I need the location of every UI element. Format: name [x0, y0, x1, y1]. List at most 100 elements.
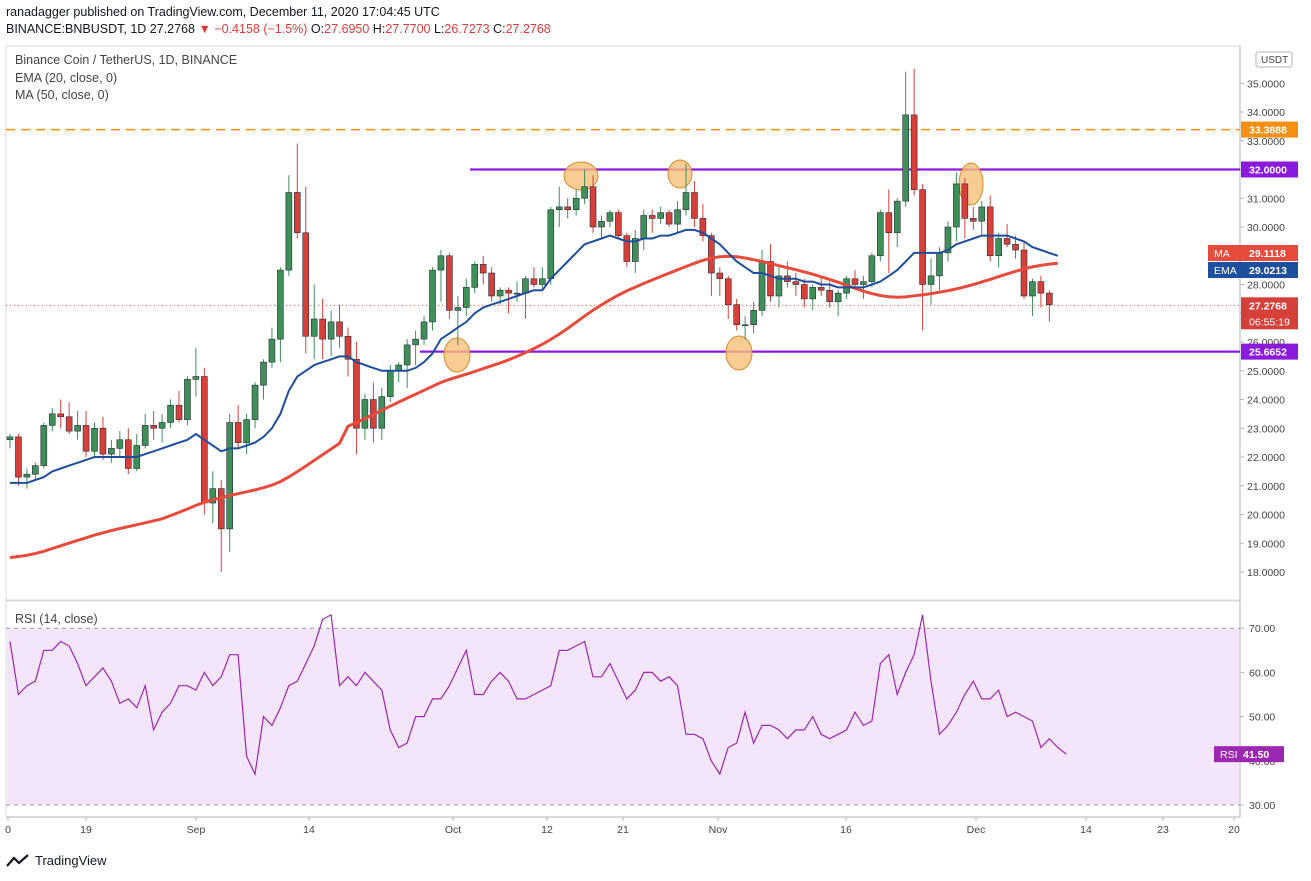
high-label: H:	[372, 22, 386, 36]
candle-body	[302, 232, 310, 337]
candle-body	[800, 284, 808, 300]
candle-body	[555, 206, 563, 211]
candle-body	[108, 448, 115, 455]
candle-body	[1037, 281, 1045, 294]
rsi-line	[9, 613, 1067, 777]
candle	[826, 281, 833, 308]
candle-body	[344, 335, 352, 360]
level-price-label: 32.0000	[1249, 165, 1287, 177]
candle	[1029, 278, 1036, 317]
price-tick-label: 25.0000	[1247, 366, 1285, 378]
candle-body	[48, 413, 56, 426]
candle-body	[479, 264, 487, 274]
candle-body	[936, 252, 943, 277]
candle-body	[251, 384, 259, 420]
candle-body	[57, 413, 65, 418]
candle	[378, 388, 386, 440]
candle	[462, 278, 470, 317]
date-tick-label: Oct	[445, 824, 461, 836]
candle	[674, 201, 681, 233]
candle	[336, 304, 343, 348]
candle-body	[141, 425, 149, 446]
candle-body	[40, 425, 48, 466]
rsi-value-tag	[1214, 746, 1284, 763]
candle	[260, 359, 267, 400]
candle	[589, 175, 597, 233]
candle-body	[505, 289, 512, 294]
ema-legend[interactable]: EMA (20, close, 0)	[15, 71, 118, 85]
candle	[682, 163, 690, 216]
candle	[978, 201, 986, 236]
candle	[809, 284, 817, 311]
candle-body	[530, 278, 538, 285]
candle	[648, 209, 656, 233]
candle-body	[150, 425, 157, 429]
candle	[606, 209, 614, 227]
candle	[293, 143, 301, 239]
open-value: 27.6950	[324, 22, 370, 36]
candle	[99, 416, 107, 460]
candle	[209, 471, 217, 524]
candle-body	[877, 212, 884, 257]
candle	[23, 468, 31, 489]
touch-marker	[443, 337, 471, 373]
bar-countdown: 06:55:19	[1249, 316, 1290, 328]
candle-body	[623, 235, 631, 262]
candle	[640, 209, 648, 250]
candle	[403, 339, 411, 388]
candle-body	[226, 422, 233, 530]
candle-body	[243, 419, 250, 443]
indicator-tag-value: 29.1118	[1249, 248, 1286, 260]
candle-body	[65, 416, 73, 432]
low-value: 26.7273	[444, 22, 490, 36]
candle	[995, 232, 1002, 268]
candle	[598, 215, 605, 239]
candle	[539, 267, 546, 291]
candle-body	[217, 488, 225, 530]
level-price-label: 33.3888	[1249, 125, 1287, 137]
candle-body	[522, 278, 529, 294]
candle	[564, 198, 572, 219]
candle-body	[353, 358, 360, 429]
tradingview-brand[interactable]: TradingView	[6, 853, 107, 868]
ma50-line	[9, 254, 1058, 560]
candle-body	[631, 238, 639, 262]
candle	[953, 172, 960, 242]
candle-body	[986, 206, 994, 257]
candle	[471, 261, 479, 294]
indicator-tag-name: MA	[1214, 248, 1230, 260]
rsi-legend[interactable]: RSI (14, close)	[15, 612, 98, 626]
candle	[184, 376, 191, 426]
candle-body	[277, 269, 284, 340]
candle	[657, 206, 664, 225]
rsi-band	[7, 628, 1239, 805]
candle-body	[691, 192, 698, 219]
candle-body	[944, 226, 952, 254]
candle-body	[716, 272, 724, 280]
candle	[522, 275, 529, 319]
indicator-price-tag	[1208, 262, 1298, 278]
candle-body	[775, 275, 783, 297]
price-tick-label: 22.0000	[1247, 452, 1285, 464]
candle	[767, 244, 774, 302]
touch-marker	[667, 159, 693, 189]
candle	[902, 71, 910, 207]
candle	[699, 204, 707, 242]
price-tick-label: 31.0000	[1247, 193, 1285, 205]
ma-legend[interactable]: MA (50, close, 0)	[15, 88, 109, 102]
indicator-tag-name: EMA	[1214, 265, 1237, 277]
candle-body	[817, 287, 825, 291]
candle-body	[733, 304, 741, 326]
candle	[192, 347, 200, 397]
candle	[429, 267, 436, 331]
candle-body	[91, 427, 98, 452]
candle	[919, 183, 926, 331]
candle	[724, 275, 732, 319]
candle-body	[285, 192, 293, 271]
candle-body	[192, 376, 200, 380]
candle	[741, 316, 749, 340]
candle-body	[412, 338, 419, 346]
candle	[167, 399, 174, 429]
candle-body	[665, 212, 673, 225]
